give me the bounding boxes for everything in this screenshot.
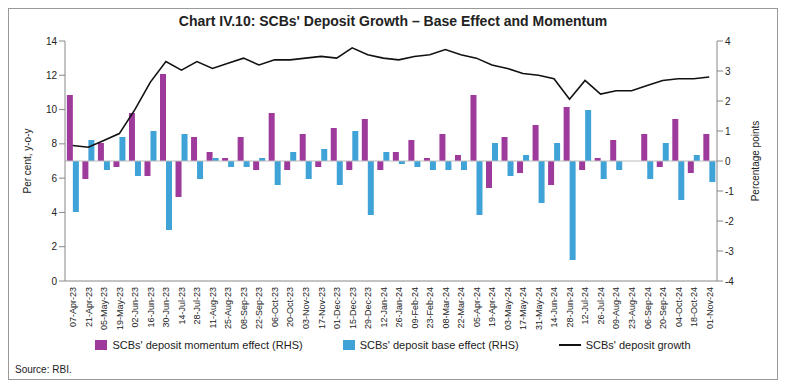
svg-text:2: 2 bbox=[725, 96, 731, 107]
svg-text:4: 4 bbox=[51, 207, 57, 218]
svg-text:14-Jul-23: 14-Jul-23 bbox=[177, 287, 187, 325]
svg-text:06-Sep-24: 06-Sep-24 bbox=[643, 287, 653, 329]
svg-text:30-Jun-23: 30-Jun-23 bbox=[161, 287, 171, 328]
svg-text:28-Jun-24: 28-Jun-24 bbox=[565, 287, 575, 328]
svg-text:25-Aug-23: 25-Aug-23 bbox=[223, 287, 233, 329]
svg-text:6: 6 bbox=[51, 173, 57, 184]
svg-text:1: 1 bbox=[725, 126, 731, 137]
svg-text:18-Oct-24: 18-Oct-24 bbox=[689, 287, 699, 327]
svg-text:14: 14 bbox=[46, 36, 58, 47]
svg-text:26-Jul-24: 26-Jul-24 bbox=[596, 287, 606, 325]
svg-text:12-Jul-24: 12-Jul-24 bbox=[580, 287, 590, 325]
svg-text:06-Oct-23: 06-Oct-23 bbox=[270, 287, 280, 327]
svg-text:26-Jan-24: 26-Jan-24 bbox=[394, 287, 404, 328]
svg-text:08-Mar-24: 08-Mar-24 bbox=[441, 287, 451, 329]
svg-text:28-Jul-23: 28-Jul-23 bbox=[192, 287, 202, 325]
svg-text:29-Dec-23: 29-Dec-23 bbox=[363, 287, 373, 329]
html-text:SCBs' deposit momentum effect: SCBs' deposit momentum effect (RHS) bbox=[112, 339, 303, 351]
svg-text:0: 0 bbox=[51, 276, 57, 287]
svg-text:20-Sep-24: 20-Sep-24 bbox=[658, 287, 668, 329]
svg-text:02-Jun-23: 02-Jun-23 bbox=[130, 287, 140, 328]
svg-text:0: 0 bbox=[725, 156, 731, 167]
svg-text:10: 10 bbox=[46, 104, 58, 115]
svg-text:14-Jun-24: 14-Jun-24 bbox=[549, 287, 559, 328]
html-text:SCBs' deposit base effect (RHS: SCBs' deposit base effect (RHS) bbox=[359, 339, 519, 351]
svg-text:20-Oct-23: 20-Oct-23 bbox=[285, 287, 295, 327]
svg-text:12-Jan-24: 12-Jan-24 bbox=[379, 287, 389, 328]
svg-text:19-Apr-24: 19-Apr-24 bbox=[487, 287, 497, 327]
svg-text:22-Sep-23: 22-Sep-23 bbox=[254, 287, 264, 329]
svg-text:11-Aug-23: 11-Aug-23 bbox=[208, 287, 218, 328]
svg-text:16-Jun-23: 16-Jun-23 bbox=[146, 287, 156, 328]
svg-text:09-Aug-24: 09-Aug-24 bbox=[611, 287, 621, 329]
svg-text:-3: -3 bbox=[725, 246, 734, 257]
svg-text:15-Dec-23: 15-Dec-23 bbox=[348, 287, 358, 329]
svg-text:01-Dec-23: 01-Dec-23 bbox=[332, 287, 342, 329]
svg-text:4: 4 bbox=[725, 36, 731, 47]
svg-text:Per cent, y-o-y: Per cent, y-o-y bbox=[22, 128, 33, 193]
svg-text:01-Nov-24: 01-Nov-24 bbox=[705, 287, 715, 329]
html-text:Chart IV.10: SCBs' Deposit Gro: Chart IV.10: SCBs' Deposit Growth – Base… bbox=[178, 13, 608, 29]
svg-text:-4: -4 bbox=[725, 276, 734, 287]
svg-text:05-Apr-24: 05-Apr-24 bbox=[472, 287, 482, 327]
svg-text:19-May-23: 19-May-23 bbox=[115, 287, 125, 330]
svg-text:04-Oct-24: 04-Oct-24 bbox=[674, 287, 684, 327]
svg-text:8: 8 bbox=[51, 138, 57, 149]
svg-text:17-May-24: 17-May-24 bbox=[518, 287, 528, 330]
svg-text:3: 3 bbox=[725, 66, 731, 77]
svg-text:31-May-24: 31-May-24 bbox=[534, 287, 544, 330]
svg-text:22-Mar-24: 22-Mar-24 bbox=[456, 287, 466, 329]
svg-text:09-Feb-24: 09-Feb-24 bbox=[410, 287, 420, 329]
svg-text:07-Apr-23: 07-Apr-23 bbox=[68, 287, 78, 327]
svg-text:-1: -1 bbox=[725, 186, 734, 197]
svg-text:08-Sep-23: 08-Sep-23 bbox=[239, 287, 249, 329]
svg-text:03-May-24: 03-May-24 bbox=[503, 287, 513, 330]
svg-text:23-Feb-24: 23-Feb-24 bbox=[425, 287, 435, 329]
svg-text:-2: -2 bbox=[725, 216, 734, 227]
svg-text:12: 12 bbox=[46, 70, 58, 81]
svg-text:05-May-23: 05-May-23 bbox=[99, 287, 109, 330]
html-text:SCBs' deposit growth: SCBs' deposit growth bbox=[585, 339, 691, 351]
svg-text:Percentage points: Percentage points bbox=[750, 121, 761, 202]
svg-text:21-Apr-23: 21-Apr-23 bbox=[84, 287, 94, 327]
html-text:Source: RBI.: Source: RBI. bbox=[15, 364, 72, 375]
svg-text:17-Nov-23: 17-Nov-23 bbox=[317, 287, 327, 329]
svg-text:23-Aug-24: 23-Aug-24 bbox=[627, 287, 637, 329]
svg-text:03-Nov-23: 03-Nov-23 bbox=[301, 287, 311, 329]
svg-text:2: 2 bbox=[51, 241, 57, 252]
